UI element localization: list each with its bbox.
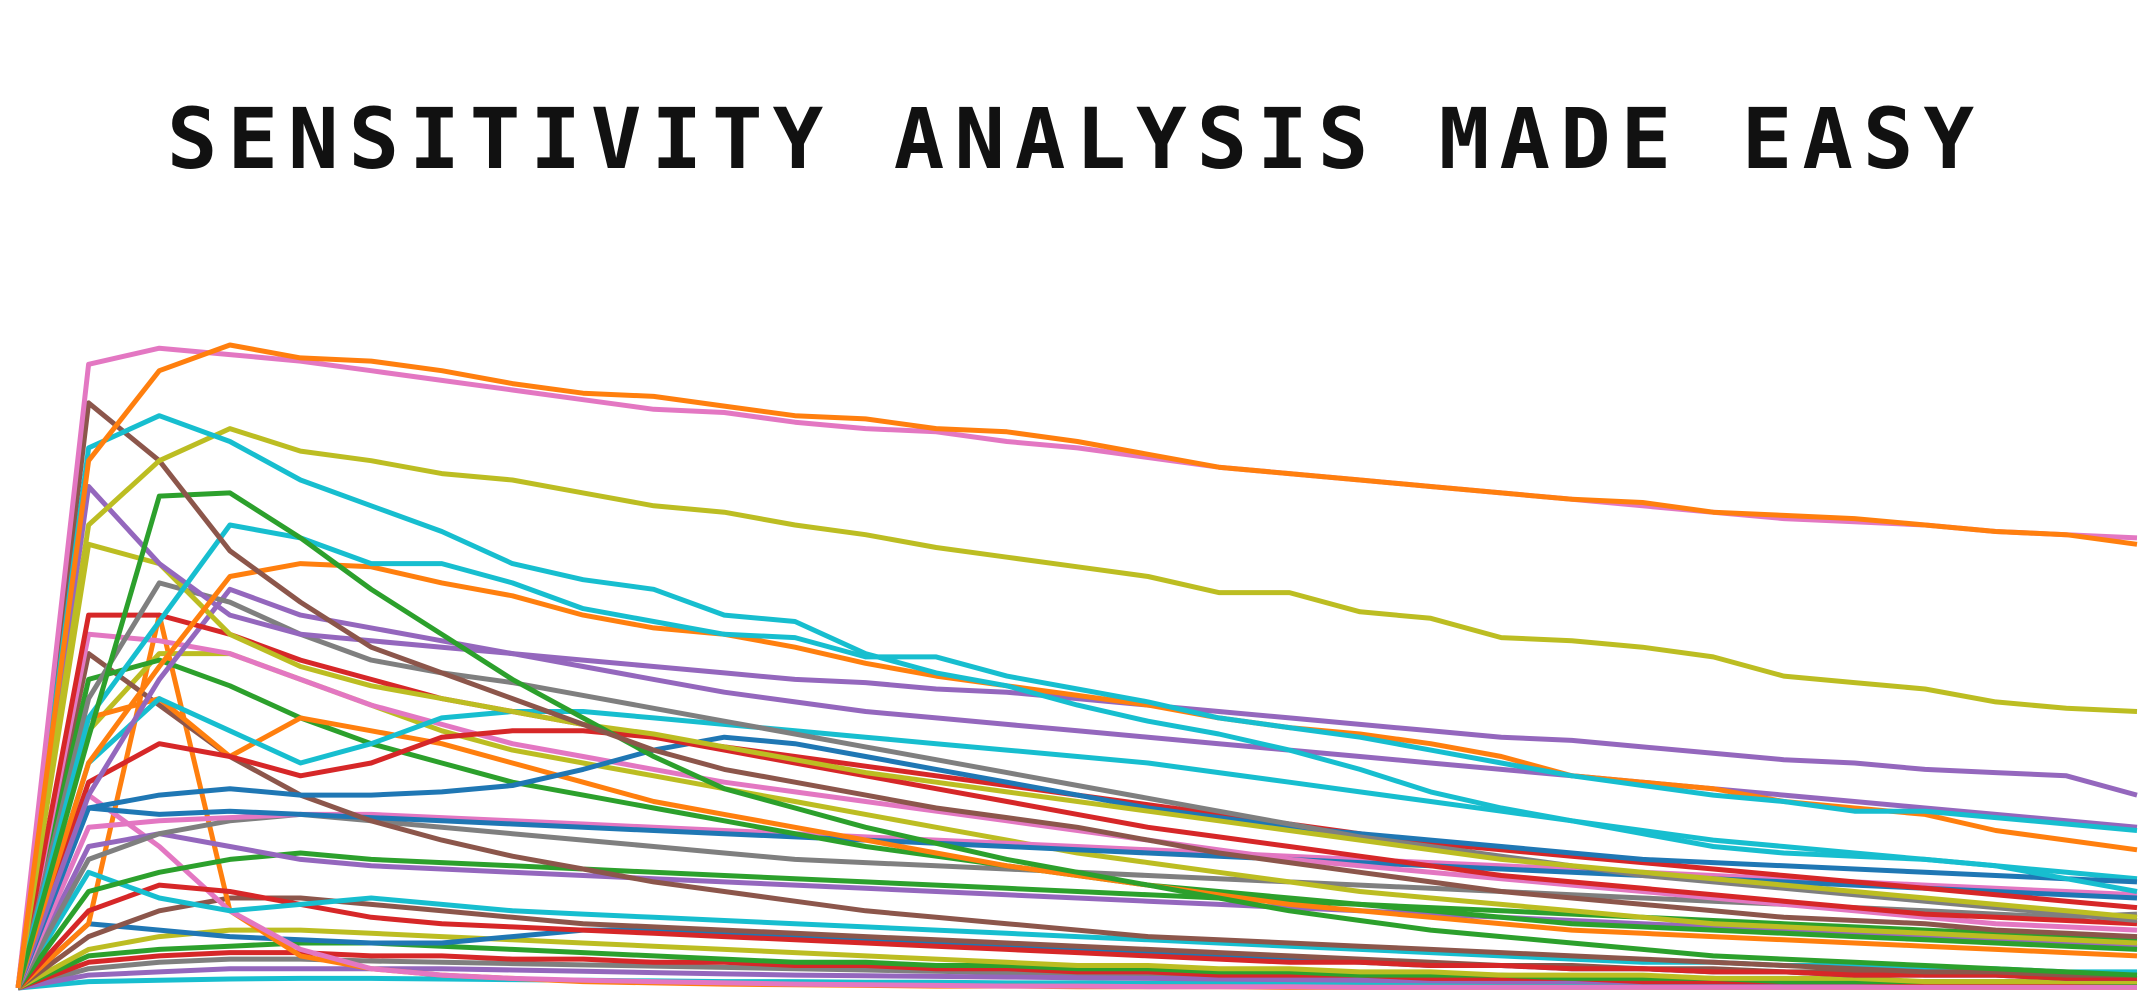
series-line-10 [15,541,2138,989]
series-line-13 [15,586,2138,989]
series-line-6 [15,490,2138,989]
series-line-1 [15,342,2138,989]
series-line-17 [15,631,2138,989]
series-line-26 [15,850,2138,990]
series-line-20 [15,651,2137,989]
series-line-28 [16,882,2137,990]
series-line-7 [15,522,2138,989]
series-line-25 [15,831,2138,990]
chart-title: SENSITIVITY ANALYSIS MADE EASY [166,90,1985,188]
series-line-12 [15,612,2138,989]
series-line-18 [15,696,2138,989]
series-line-3 [15,413,2138,989]
series-line-21 [15,805,2138,989]
series-line-11 [15,580,2138,989]
series-line-9 [15,484,2138,989]
series-line-22 [15,811,2138,990]
series-line-29 [15,792,2137,990]
series-line-14 [15,734,2138,989]
series-layer [15,342,2138,991]
series-line-4 [15,426,2138,989]
series-line-33 [16,927,2137,991]
series-line-2 [15,345,2138,989]
series-line-5 [15,400,2138,989]
series-line-16 [15,696,2138,989]
